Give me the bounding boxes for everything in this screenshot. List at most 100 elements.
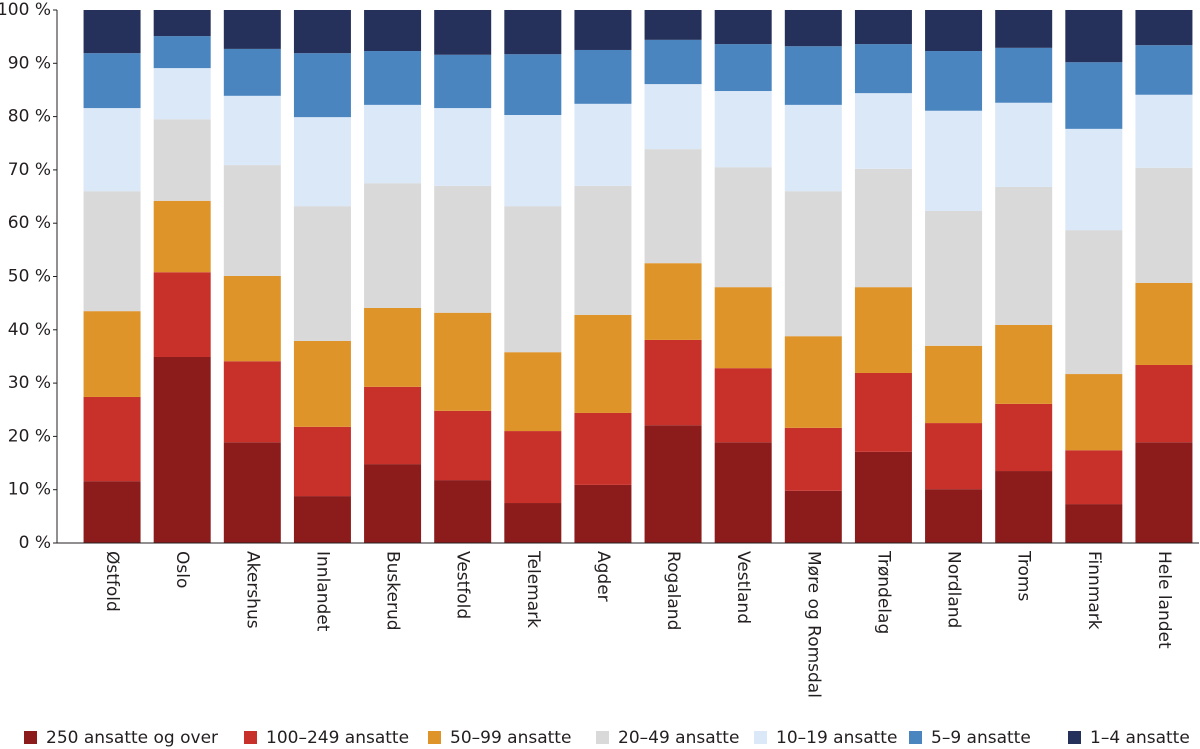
y-tick-label: 40 % xyxy=(8,320,51,340)
bar-segment xyxy=(574,412,632,485)
bar-segment xyxy=(504,206,562,353)
bar-segment xyxy=(364,307,422,387)
bar-segment xyxy=(1065,10,1123,63)
x-tick-label: Østfold xyxy=(102,551,122,612)
bar-segment xyxy=(1065,450,1123,505)
bar-segment xyxy=(364,183,422,308)
bar-segment xyxy=(223,442,281,543)
bar-segment xyxy=(153,119,211,201)
bar-segment xyxy=(153,10,211,37)
bar-segment xyxy=(644,339,702,426)
x-tick-label: Innlandet xyxy=(312,551,332,632)
bar-segment xyxy=(925,489,983,543)
legend-swatch xyxy=(24,731,37,744)
bar-segment xyxy=(925,345,983,424)
bar-segment xyxy=(1135,282,1193,365)
bar-segment xyxy=(293,426,351,497)
bar-segment xyxy=(504,352,562,432)
bar-segment xyxy=(925,210,983,346)
bar-segment xyxy=(644,425,702,543)
bar-segment xyxy=(434,480,492,543)
x-tick-label: Nordland xyxy=(944,551,964,628)
bar-segment xyxy=(1135,94,1193,168)
bar-segment xyxy=(293,117,351,207)
bar-segment xyxy=(504,503,562,543)
legend-swatch xyxy=(1068,731,1081,744)
y-tick-label: 10 % xyxy=(8,480,51,500)
bar-segment xyxy=(574,314,632,413)
bar-segment xyxy=(784,490,842,543)
bar-segment xyxy=(153,272,211,357)
x-tick-label: Troms xyxy=(1014,550,1034,601)
bar-segment xyxy=(364,10,422,52)
bar-segment xyxy=(644,10,702,40)
x-tick-label: Vestfold xyxy=(453,551,473,619)
bar-segment xyxy=(995,102,1053,187)
bar-segment xyxy=(504,10,562,55)
bar-segment xyxy=(364,104,422,184)
bar-segment xyxy=(223,48,281,96)
bar-segment xyxy=(1065,504,1123,543)
bar-segment xyxy=(854,93,912,169)
legend-label: 50–99 ansatte xyxy=(450,728,571,748)
bar-segment xyxy=(83,191,141,312)
y-tick-label: 70 % xyxy=(8,160,51,180)
y-tick-label: 80 % xyxy=(8,107,51,127)
legend-label: 250 ansatte og over xyxy=(46,728,218,748)
bar-segment xyxy=(995,471,1053,543)
legend-swatch xyxy=(596,731,609,744)
bar-segment xyxy=(925,423,983,490)
bar-segment xyxy=(574,49,632,104)
x-tick-label: Telemark xyxy=(523,550,543,628)
x-tick-label: Oslo xyxy=(172,551,192,588)
bar-segment xyxy=(364,386,422,465)
bar-segment xyxy=(854,451,912,543)
x-tick-label: Buskerud xyxy=(383,551,403,631)
bar-segment xyxy=(995,403,1053,472)
y-tick-label: 50 % xyxy=(8,267,51,287)
bar-segment xyxy=(83,108,141,192)
bar-segment xyxy=(293,206,351,341)
y-tick-label: 60 % xyxy=(8,213,51,233)
bar-segment xyxy=(1065,62,1123,129)
bar-segment xyxy=(153,200,211,273)
bar-segment xyxy=(714,368,772,443)
bar-segment xyxy=(293,340,351,427)
bar-segment xyxy=(223,361,281,443)
bar-segment xyxy=(784,427,842,491)
bar-segment xyxy=(644,84,702,150)
bar-segment xyxy=(714,167,772,288)
bar-segment xyxy=(223,10,281,49)
bar-segment xyxy=(223,95,281,166)
bar-segment xyxy=(223,165,281,276)
x-tick-label: Hele landet xyxy=(1154,551,1174,649)
x-tick-label: Rogaland xyxy=(663,551,683,630)
x-tick-label: Møre og Romsdal xyxy=(803,551,823,698)
bar-segment xyxy=(574,103,632,186)
x-tick-label: Finnmark xyxy=(1084,551,1104,630)
x-tick-label: Akershus xyxy=(242,551,262,629)
bar-segment xyxy=(434,185,492,313)
x-tick-label: Agder xyxy=(593,551,613,602)
bar-segment xyxy=(364,464,422,543)
bar-segment xyxy=(714,91,772,168)
bar-segment xyxy=(784,336,842,428)
y-tick-label: 90 % xyxy=(8,53,51,73)
bar-segment xyxy=(1135,442,1193,543)
bar-segment xyxy=(1135,167,1193,283)
bar-segment xyxy=(854,287,912,373)
bar-segment xyxy=(854,168,912,288)
bar-segment xyxy=(293,496,351,543)
bar-segment xyxy=(574,185,632,315)
bar-segment xyxy=(83,53,141,109)
bar-segment xyxy=(434,312,492,411)
bar-segment xyxy=(434,54,492,109)
bar-segment xyxy=(995,325,1053,404)
bar-segment xyxy=(574,484,632,543)
bar-segment xyxy=(1065,128,1123,231)
legend-label: 100–249 ansatte xyxy=(266,728,409,748)
bar-segment xyxy=(854,372,912,452)
bar-segment xyxy=(784,46,842,105)
bar-segment xyxy=(223,275,281,362)
